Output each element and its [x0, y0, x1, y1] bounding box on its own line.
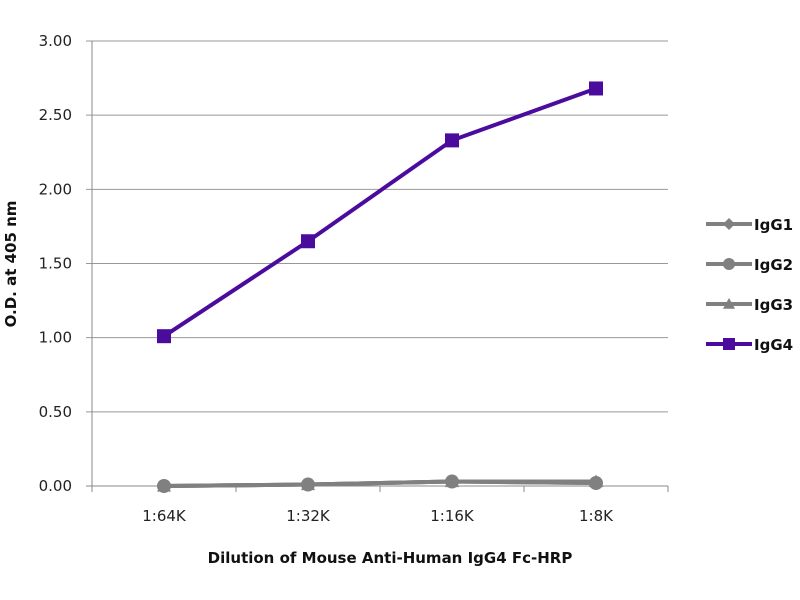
y-tick-label: 2.50: [39, 106, 72, 124]
triangle-marker: [723, 298, 735, 309]
series-igg3: [157, 474, 603, 492]
legend-item-igg1: IgG1: [706, 216, 793, 234]
y-axis-title: O.D. at 405 nm: [2, 201, 20, 328]
y-tick-label: 1.00: [39, 329, 72, 347]
y-tick-label: 0.50: [39, 403, 72, 421]
x-axis-title: Dilution of Mouse Anti-Human IgG4 Fc-HRP: [208, 549, 573, 567]
y-tick-label: 0.00: [39, 477, 72, 495]
x-tick-label: 1:64K: [142, 507, 187, 525]
x-tick-label: 1:16K: [430, 507, 475, 525]
legend-label: IgG4: [754, 336, 793, 354]
x-tick-label: 1:8K: [579, 507, 614, 525]
circle-marker: [723, 258, 735, 270]
legend-label: IgG2: [754, 256, 793, 274]
square-marker: [445, 133, 459, 148]
x-tick-label: 1:32K: [286, 507, 331, 525]
square-marker: [157, 329, 171, 344]
y-tick-label: 3.00: [39, 32, 72, 50]
legend-item-igg2: IgG2: [706, 256, 793, 274]
triangle-marker: [445, 474, 459, 488]
triangle-marker: [157, 479, 171, 492]
legend-label: IgG3: [754, 296, 793, 314]
triangle-marker: [301, 477, 315, 491]
series-line: [163, 479, 596, 488]
square-marker: [589, 81, 603, 96]
legend-label: IgG1: [754, 216, 793, 234]
series-igg4: [157, 81, 603, 344]
triangle-marker: [589, 474, 603, 488]
legend-item-igg4: IgG4: [706, 336, 793, 354]
series-line: [162, 86, 597, 338]
legend-item-igg3: IgG3: [706, 296, 793, 314]
diamond-marker: [723, 218, 735, 230]
square-marker: [723, 338, 735, 350]
y-tick-label: 2.00: [39, 180, 72, 198]
square-marker: [301, 234, 315, 249]
y-tick-label: 1.50: [39, 255, 72, 273]
